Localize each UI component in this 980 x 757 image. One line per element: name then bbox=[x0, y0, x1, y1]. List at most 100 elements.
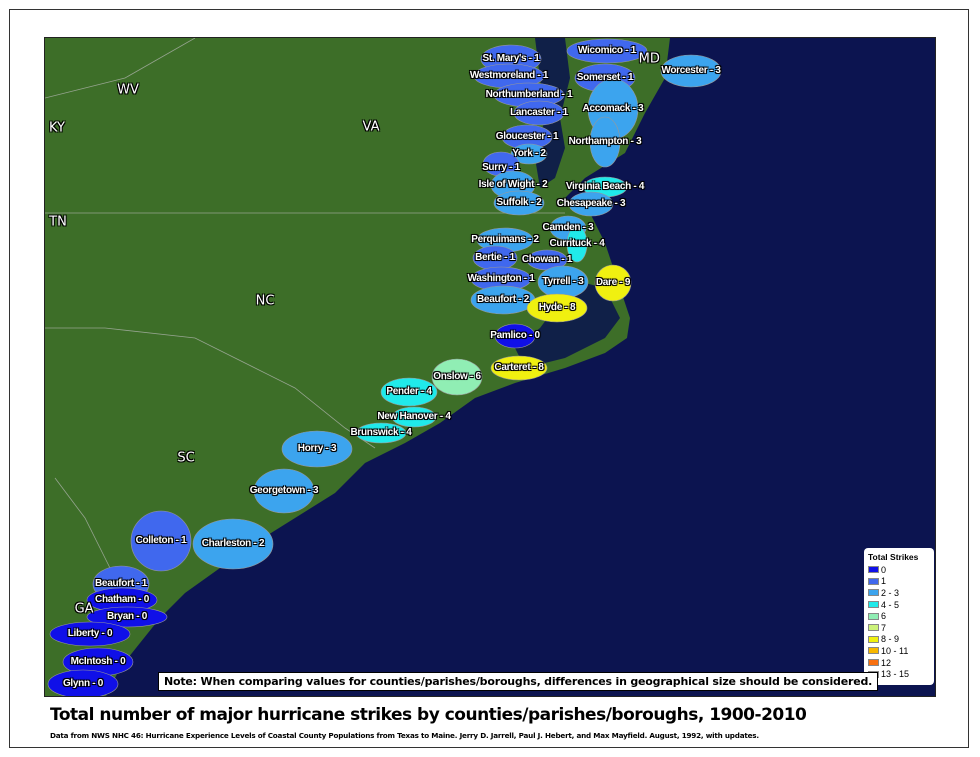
legend-item: 1 bbox=[868, 576, 930, 588]
legend-swatch bbox=[868, 589, 879, 597]
county-label: Chatham - 0 bbox=[95, 594, 149, 605]
county-label: Northumberland - 1 bbox=[485, 89, 573, 100]
county-label: Chowan - 1 bbox=[521, 254, 573, 265]
county-label: Accomack - 3 bbox=[582, 103, 644, 114]
legend-label: 13 - 15 bbox=[881, 669, 910, 680]
pamlico-sound bbox=[515, 278, 620, 368]
county-region bbox=[47, 669, 119, 696]
county-label: Virginia Beach - 4 bbox=[565, 181, 645, 192]
map-title: Total number of major hurricane strikes … bbox=[50, 705, 807, 725]
county-label: Pender - 4 bbox=[386, 386, 432, 397]
legend-item: 8 - 9 bbox=[868, 634, 930, 646]
county-region bbox=[380, 377, 438, 407]
legend-item: 0 bbox=[868, 564, 930, 576]
county-label: Gloucester - 1 bbox=[495, 131, 559, 142]
state-label: TN bbox=[49, 214, 67, 230]
county-region bbox=[391, 406, 437, 428]
hurricane-strikes-map: St. Mary's - 1 Wicomico - 1 Worcester - 3 W… bbox=[44, 37, 936, 697]
county-region bbox=[86, 606, 168, 628]
legend-swatch bbox=[868, 635, 879, 643]
county-label: Hyde - 8 bbox=[538, 302, 576, 313]
county-region bbox=[49, 621, 131, 647]
county-label: Chesapeake - 3 bbox=[556, 198, 626, 209]
county-label: Northampton - 3 bbox=[568, 136, 642, 147]
county-label: Onslow - 6 bbox=[433, 371, 481, 382]
county-region bbox=[431, 358, 483, 396]
county-region bbox=[490, 355, 548, 381]
state-label: KY bbox=[48, 120, 66, 136]
county-label: Colleton - 1 bbox=[135, 535, 187, 546]
county-label: Wicomico - 1 bbox=[578, 45, 636, 56]
note: Note: When comparing values for counties… bbox=[158, 672, 879, 691]
legend-item: 10 - 11 bbox=[868, 645, 930, 657]
county-label: Liberty - 0 bbox=[67, 628, 113, 639]
county-region bbox=[192, 518, 274, 570]
county-label: Georgetown - 3 bbox=[249, 485, 319, 496]
legend-label: 0 bbox=[881, 564, 887, 575]
county-label: Bryan - 0 bbox=[106, 611, 148, 622]
legend-label: 7 bbox=[881, 622, 887, 633]
county-label: Suffolk - 2 bbox=[496, 197, 542, 208]
county-region bbox=[355, 422, 407, 444]
legend-label: 2 - 3 bbox=[881, 587, 900, 598]
county-label: Beaufort - 2 bbox=[477, 294, 529, 305]
county-region bbox=[281, 430, 353, 468]
state-boundary bbox=[45, 38, 196, 99]
legend-item: 6 bbox=[868, 610, 930, 622]
county-label: York - 2 bbox=[512, 148, 546, 159]
county-label: Perquimans - 2 bbox=[471, 234, 539, 245]
county-label: Glynn - 0 bbox=[62, 678, 104, 689]
legend-swatch bbox=[868, 624, 879, 632]
state-label: GA bbox=[74, 601, 94, 617]
state-label: MD bbox=[638, 51, 660, 67]
state-label: VA bbox=[362, 119, 380, 135]
county-label: Currituck - 4 bbox=[549, 238, 605, 249]
county-region bbox=[253, 468, 315, 514]
county-label: Charleston - 2 bbox=[201, 538, 265, 549]
legend-swatch bbox=[868, 566, 879, 574]
county-region bbox=[513, 100, 565, 126]
county-label: St. Mary's - 1 bbox=[482, 53, 540, 64]
county-label: Isle of Wight - 2 bbox=[478, 179, 548, 190]
figure-border bbox=[9, 9, 969, 748]
legend-label: 10 - 11 bbox=[881, 645, 909, 656]
county-region bbox=[660, 54, 722, 88]
county-label: Camden - 3 bbox=[542, 222, 594, 233]
county-label: Dare - 9 bbox=[595, 277, 631, 288]
legend-label: 6 bbox=[881, 611, 887, 622]
source-citation: Data from NWS NHC 46: Hurricane Experien… bbox=[50, 731, 759, 740]
legend-item: 7 bbox=[868, 622, 930, 634]
county-label: Worcester - 3 bbox=[661, 65, 721, 76]
county-label: Carteret - 8 bbox=[494, 362, 544, 373]
county-label: Bertie - 1 bbox=[475, 252, 515, 263]
county-label: Pamlico - 0 bbox=[490, 330, 540, 341]
legend-title: Total Strikes bbox=[868, 552, 919, 562]
county-label: Horry - 3 bbox=[297, 443, 337, 454]
state-label: WV bbox=[117, 82, 139, 98]
county-label: Westmoreland - 1 bbox=[469, 70, 549, 81]
legend-label: 8 - 9 bbox=[881, 634, 900, 645]
county-region bbox=[568, 191, 614, 217]
county-region bbox=[566, 225, 588, 263]
county-region bbox=[526, 293, 588, 323]
county-label: Beaufort - 1 bbox=[95, 578, 147, 589]
county-region bbox=[493, 190, 545, 216]
county-label: Tyrrell - 3 bbox=[542, 276, 584, 287]
state-label: SC bbox=[177, 450, 195, 466]
legend-swatch bbox=[868, 659, 879, 667]
legend-swatch bbox=[868, 601, 879, 609]
legend-item: 12 bbox=[868, 657, 930, 669]
legend-label: 12 bbox=[881, 657, 892, 668]
county-region bbox=[589, 116, 621, 168]
county-label: Surry - 1 bbox=[482, 161, 520, 173]
legend-label: 1 bbox=[881, 576, 887, 587]
county-label: Washington - 1 bbox=[467, 273, 535, 284]
legend-item: 4 - 5 bbox=[868, 599, 930, 611]
county-region bbox=[494, 323, 536, 349]
legend-label: 4 - 5 bbox=[881, 599, 900, 610]
state-boundary bbox=[45, 327, 376, 449]
county-region bbox=[566, 38, 648, 64]
county-label: Brunswick - 4 bbox=[350, 427, 412, 438]
county-region bbox=[594, 264, 632, 302]
